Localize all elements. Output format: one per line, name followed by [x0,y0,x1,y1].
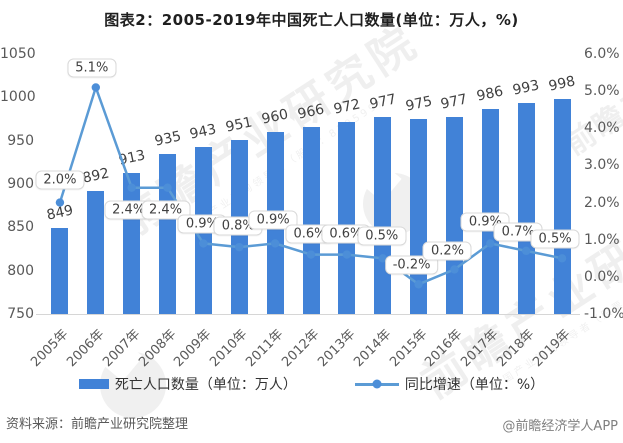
left-axis-tick: 750 [7,306,34,322]
right-axis-tick: 6.0% [584,46,620,62]
right-axis-tick: 2.0% [584,194,620,211]
bar [374,117,392,314]
left-axis-tick: 1000 [0,89,36,106]
bar [159,153,177,314]
data-source: 资料来源：前瞻产业研究院整理 [6,417,189,432]
line-value-label: 0.9% [248,210,298,230]
bar [338,121,356,314]
right-axis-tick: 5.0% [584,83,620,100]
bar [553,99,571,314]
x-axis-line [36,314,580,315]
line-value-label: 0.5% [357,226,407,246]
bar [481,109,499,314]
right-axis-tick: 3.0% [584,157,620,174]
credit: @前瞻经济学人APP [502,419,618,434]
bar [51,228,69,314]
line-value-label: 0.7% [493,222,543,242]
bar [517,103,535,314]
bar-swatch-icon [78,379,109,389]
line-value-label: 0.2% [422,241,472,261]
line-point [91,83,101,92]
line-value-label: 5.1% [67,58,117,78]
right-axis-tick: 4.0% [584,120,620,137]
right-axis-tick: 1.0% [584,231,620,248]
left-axis-tick: 950 [7,132,34,149]
legend-label-deaths: 死亡人口数量（单位：万人） [114,377,297,393]
line-value-label: 0.5% [530,229,580,249]
left-axis-tick: 850 [7,219,34,236]
legend-label-growth: 同比增速（单位：%） [404,377,545,393]
line-value-label: 2.0% [35,170,85,190]
line-value-label: 2.4% [141,200,191,220]
right-axis-tick: 0.0% [584,268,620,285]
bar [87,190,105,314]
line-swatch-icon [354,379,399,389]
bar [302,126,320,314]
legend-item-growth: 同比增速（单位：%） [354,374,545,394]
right-axis-tick: -1.0% [584,306,623,322]
legend: 死亡人口数量（单位：万人） 同比增速（单位：%） [0,374,623,394]
left-axis-tick: 900 [7,176,34,192]
line-value-label: -0.2% [384,255,439,275]
bar [123,172,141,314]
left-axis-tick: 1050 [0,46,36,62]
page-title: 图表2：2005-2019年中国死亡人口数量(单位：万人，%) [104,11,519,29]
legend-item-deaths: 死亡人口数量（单位：万人） [78,374,297,394]
line-value-label: 2.4% [104,200,154,220]
bar-value-label: 849 [45,202,75,224]
bar [410,119,428,314]
left-axis-tick: 800 [7,262,34,279]
